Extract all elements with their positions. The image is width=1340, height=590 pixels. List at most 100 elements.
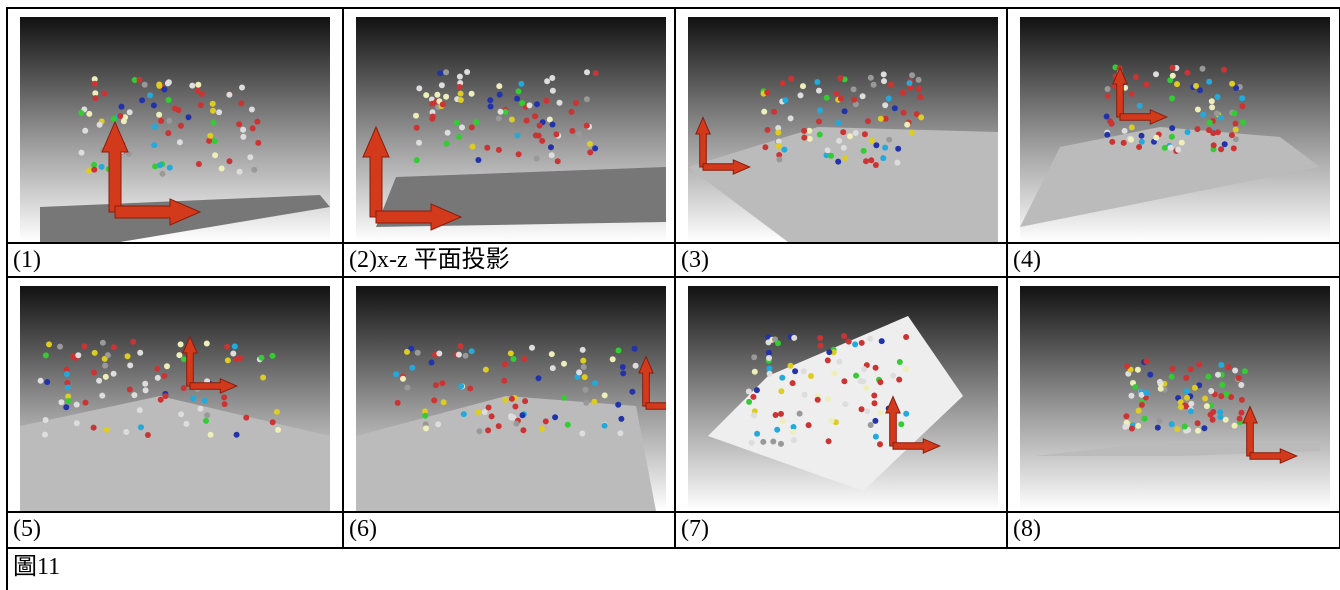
figure-label: 圖11 — [9, 550, 60, 584]
sphere — [509, 117, 515, 123]
sphere — [496, 423, 502, 429]
sphere — [414, 125, 420, 131]
sphere — [103, 374, 109, 380]
sphere — [1239, 103, 1245, 109]
sphere — [762, 144, 768, 150]
sphere — [469, 91, 475, 97]
sphere — [1239, 397, 1245, 403]
sphere — [234, 432, 240, 438]
sphere — [512, 404, 518, 410]
sphere — [435, 421, 441, 427]
sphere — [259, 355, 265, 361]
sphere — [430, 114, 436, 120]
sphere — [459, 124, 465, 130]
sphere — [469, 348, 475, 354]
sphere — [131, 392, 137, 398]
sphere — [817, 107, 823, 113]
sphere — [93, 95, 99, 101]
sphere — [548, 144, 554, 150]
sphere — [539, 426, 545, 432]
sphere — [74, 420, 80, 426]
border — [6, 7, 1340, 9]
sphere — [78, 110, 84, 116]
sphere — [1104, 132, 1110, 138]
sphere — [778, 388, 784, 394]
sphere — [1206, 79, 1212, 85]
sphere — [142, 82, 148, 88]
sphere — [520, 427, 526, 433]
sphere — [199, 91, 205, 97]
sphere — [773, 412, 779, 418]
sphere — [414, 157, 420, 163]
sphere — [204, 412, 210, 418]
render-image — [20, 17, 330, 242]
sphere — [206, 138, 212, 144]
sphere — [873, 365, 879, 371]
sphere — [208, 432, 214, 438]
sphere — [96, 378, 102, 384]
sphere — [111, 344, 117, 350]
sphere — [775, 340, 781, 346]
sphere — [475, 409, 481, 415]
caption: (1) — [9, 243, 41, 277]
sphere — [836, 359, 842, 365]
sphere — [496, 147, 502, 153]
sphere — [901, 110, 907, 116]
sphere — [569, 128, 575, 134]
sphere — [522, 398, 528, 404]
sphere — [456, 134, 462, 140]
sphere — [216, 109, 222, 115]
sphere — [91, 425, 97, 431]
sphere — [1153, 71, 1159, 77]
sphere — [274, 409, 280, 415]
sphere — [92, 350, 98, 356]
sphere — [508, 350, 514, 356]
sphere — [1184, 388, 1190, 394]
sphere — [1209, 98, 1215, 104]
sphere — [909, 72, 915, 78]
sphere — [177, 139, 183, 145]
sphere — [137, 77, 143, 83]
sphere — [527, 102, 533, 108]
sphere — [859, 340, 865, 346]
sphere — [576, 369, 582, 375]
sphere — [549, 75, 555, 81]
sphere — [43, 417, 49, 423]
sphere — [521, 356, 527, 362]
sphere — [1109, 139, 1115, 145]
sphere — [851, 97, 857, 103]
sphere — [871, 393, 877, 399]
caption: (8) — [1009, 512, 1041, 546]
sphere — [592, 380, 598, 386]
sphere — [46, 341, 52, 347]
sphere — [858, 378, 864, 384]
sphere — [897, 359, 903, 365]
sphere — [210, 101, 216, 107]
caption: (2)x-z 平面投影 — [345, 243, 510, 277]
sphere — [792, 368, 798, 374]
sphere — [203, 418, 209, 424]
sphere — [104, 427, 110, 433]
render-image — [1020, 17, 1330, 242]
sphere — [602, 392, 608, 398]
sphere — [767, 371, 773, 377]
sphere — [458, 97, 464, 103]
caption: (7) — [677, 512, 709, 546]
sphere — [275, 427, 281, 433]
sphere — [618, 416, 624, 422]
sphere — [139, 97, 145, 103]
sphere — [43, 352, 49, 358]
sphere — [1133, 74, 1139, 80]
sphere — [882, 145, 888, 151]
sphere — [826, 438, 832, 444]
border — [6, 242, 1340, 244]
sphere — [1218, 146, 1224, 152]
sphere — [436, 351, 442, 357]
sphere — [1169, 421, 1175, 427]
sphere — [543, 418, 549, 424]
sphere — [534, 156, 540, 162]
render-image — [20, 286, 330, 511]
sphere — [239, 85, 245, 91]
sphere — [782, 97, 788, 103]
sphere — [778, 441, 784, 447]
